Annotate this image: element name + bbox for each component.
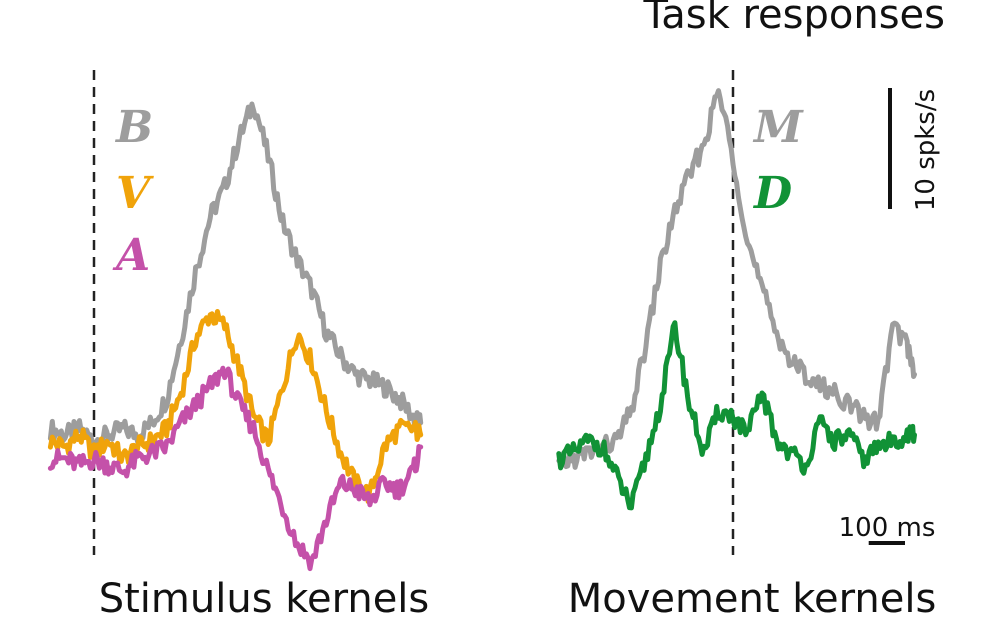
legend-label-a: A — [112, 230, 150, 281]
series-line-d — [556, 320, 917, 511]
series-line-a — [47, 365, 424, 572]
legend-label-m: M — [752, 102, 804, 153]
movement-kernels-label: Movement kernels — [568, 576, 937, 622]
legend-label-b: B — [114, 102, 153, 153]
figure-title: Task responses — [642, 0, 945, 38]
series-line-m — [556, 88, 917, 470]
stimulus-kernels-panel: B V A Stimulus kernels — [47, 70, 430, 622]
scale-bars: 10 spks/s 100 ms — [839, 88, 941, 545]
series-line-b — [47, 101, 424, 451]
stimulus-kernels-label: Stimulus kernels — [99, 576, 430, 622]
y-scale-bar-label: 10 spks/s — [911, 89, 941, 211]
x-scale-bar-label: 100 ms — [839, 513, 936, 543]
movement-kernels-panel: M D Movement kernels — [556, 70, 937, 622]
legend-label-d: D — [752, 168, 792, 219]
legend-label-v: V — [116, 168, 154, 219]
